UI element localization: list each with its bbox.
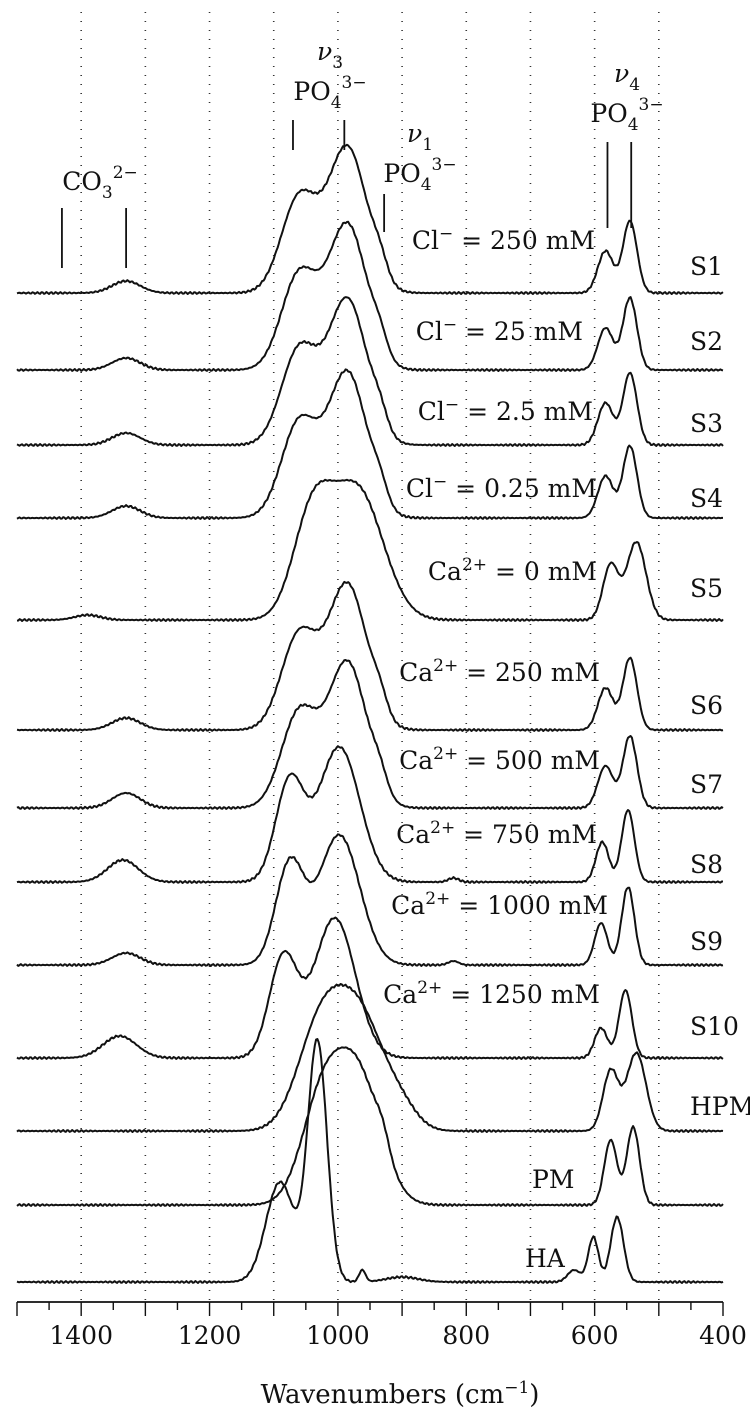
- condition-label-s7: Ca2+ = 500 mM: [399, 744, 600, 775]
- series-label-s8: S8: [690, 850, 723, 879]
- x-axis: 1400 1200 1000 800 600 400: [16, 1301, 747, 1350]
- spectrum-trace-s9: [16, 833, 724, 967]
- x-axis-label: Wavenumbers (cm−1): [261, 1378, 540, 1410]
- series-label-s3: S3: [690, 409, 723, 438]
- series-label-s5: S5: [690, 574, 723, 603]
- spectrum-trace-s7: [16, 659, 724, 810]
- spectrum-trace-s2: [16, 220, 724, 372]
- series-label-s9: S9: [690, 927, 723, 956]
- x-tick-label: 400: [699, 1321, 747, 1350]
- spectrum-trace-s8: [16, 745, 723, 884]
- spectrum-trace-s3: [16, 296, 724, 447]
- series-label-s4: S4: [690, 484, 723, 513]
- series-label-s6: S6: [690, 691, 723, 720]
- spectrum-trace-s5: [16, 478, 724, 622]
- spectrum-trace-s4: [16, 368, 723, 520]
- condition-label-s3: Cl− = 2.5 mM: [418, 395, 593, 426]
- x-tick-label: 600: [571, 1321, 619, 1350]
- annotation-greek-nu1: ν1: [407, 119, 433, 155]
- condition-label-s10: Ca2+ = 1250 mM: [383, 978, 600, 1009]
- series-label-ha: HA: [525, 1244, 566, 1273]
- series-label-s1: S1: [690, 252, 723, 281]
- condition-label-s1: Cl− = 250 mM: [412, 224, 595, 255]
- condition-label-s9: Ca2+ = 1000 mM: [391, 889, 608, 920]
- condition-label-s2: Cl− = 25 mM: [416, 315, 583, 346]
- x-tick-label: 1200: [178, 1321, 242, 1350]
- spectrum-trace-s10: [16, 916, 724, 1060]
- spectrum-trace-ha: [16, 1038, 724, 1284]
- spectrum-trace-s6: [16, 580, 724, 732]
- annotation-formula-nu1: PO43−: [383, 155, 456, 195]
- annotation-formula-co3: CO32−: [62, 163, 138, 203]
- condition-label-s8: Ca2+ = 750 mM: [396, 818, 597, 849]
- series-label-hpm: HPM: [690, 1092, 750, 1121]
- spectrum-trace-s1: [16, 143, 724, 295]
- condition-label-s5: Ca2+ = 0 mM: [428, 555, 597, 586]
- spectrum-trace-hpm: [16, 983, 724, 1133]
- vertical-gridlines: [80, 12, 660, 1302]
- series-label-s10: S10: [690, 1012, 739, 1041]
- condition-label-s6: Ca2+ = 250 mM: [399, 656, 600, 687]
- annotation-formula-nu4: PO43−: [590, 95, 663, 135]
- series-label-s7: S7: [690, 770, 723, 799]
- annotation-greek-nu4: ν4: [614, 59, 640, 95]
- spectra-traces: [16, 143, 724, 1284]
- condition-label-s4: Cl− = 0.25 mM: [406, 472, 597, 503]
- series-label-s2: S2: [690, 327, 723, 356]
- x-tick-label: 1400: [49, 1321, 113, 1350]
- series-labels: S1 S2 S3 S4 S5 S6 S7 S8 S9 S10 HPM PM HA: [525, 252, 750, 1273]
- series-label-pm: PM: [532, 1165, 574, 1194]
- spectrum-trace-pm: [16, 1046, 724, 1207]
- annotation-formula-nu3: PO43−: [293, 73, 366, 113]
- condition-labels: Cl− = 250 mM Cl− = 25 mM Cl− = 2.5 mM Cl− =…: [383, 224, 608, 1009]
- annotation-greek-nu3: ν3: [317, 37, 343, 73]
- x-tick-label: 1000: [306, 1321, 370, 1350]
- x-tick-label: 800: [442, 1321, 490, 1350]
